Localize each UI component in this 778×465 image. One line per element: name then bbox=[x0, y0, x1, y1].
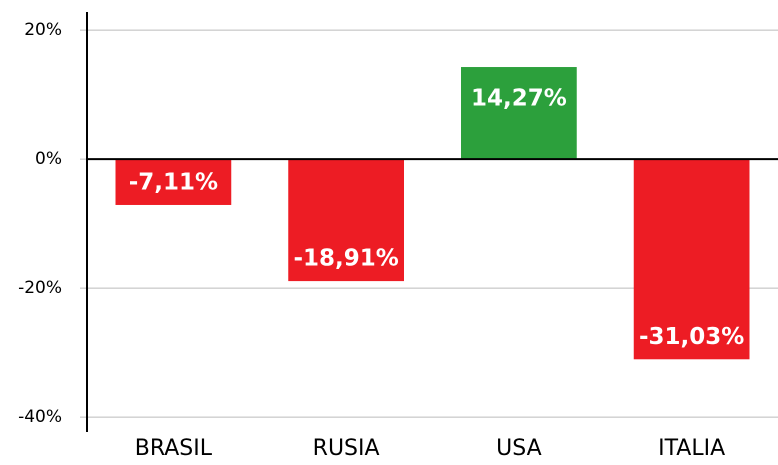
y-tick-label: 0% bbox=[35, 149, 62, 169]
data-label: -31,03% bbox=[639, 324, 744, 350]
bar bbox=[461, 67, 577, 160]
bar bbox=[633, 159, 750, 360]
bar bbox=[288, 159, 404, 282]
data-label: -18,91% bbox=[293, 246, 398, 272]
x-tick-label: USA bbox=[496, 436, 542, 461]
data-label: 14,27% bbox=[471, 86, 567, 112]
x-tick-label: RUSIA bbox=[313, 436, 380, 461]
data-label: -7,11% bbox=[129, 169, 218, 195]
y-tick-label: -20% bbox=[18, 278, 62, 298]
x-tick-label: BRASIL bbox=[135, 436, 213, 461]
y-tick-label: -40% bbox=[18, 407, 62, 427]
bar bbox=[115, 159, 232, 205]
x-tick-label: ITALIA bbox=[658, 436, 725, 461]
y-tick-label: 20% bbox=[24, 20, 62, 40]
